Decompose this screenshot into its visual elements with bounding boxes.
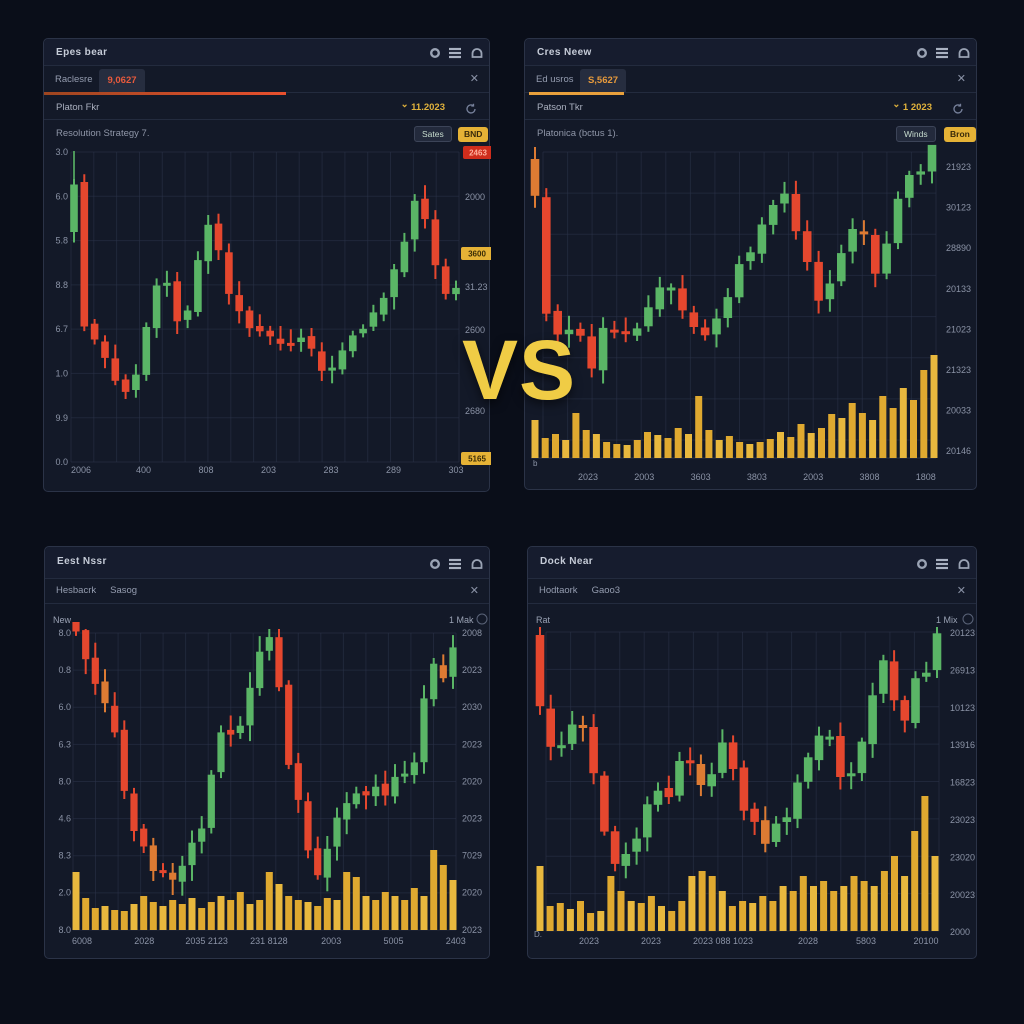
svg-text:20123: 20123 [950, 628, 975, 638]
svg-text:289: 289 [386, 465, 401, 475]
svg-text:23020: 23020 [950, 852, 975, 862]
svg-text:2000: 2000 [465, 192, 485, 202]
svg-text:20100: 20100 [913, 936, 938, 946]
svg-text:30123: 30123 [946, 203, 971, 213]
svg-text:20146: 20146 [946, 446, 971, 456]
svg-text:8.0: 8.0 [58, 776, 71, 786]
svg-text:26913: 26913 [950, 665, 975, 675]
svg-text:3603: 3603 [691, 472, 711, 482]
svg-text:3808: 3808 [859, 472, 879, 482]
svg-text:2023: 2023 [462, 739, 482, 749]
svg-text:D.: D. [534, 930, 542, 939]
svg-text:2023: 2023 [579, 936, 599, 946]
svg-text:9.9: 9.9 [55, 413, 68, 423]
svg-text:21323: 21323 [946, 365, 971, 375]
svg-text:8.0: 8.0 [58, 628, 71, 638]
svg-text:20023: 20023 [950, 890, 975, 900]
svg-text:2006: 2006 [71, 465, 91, 475]
svg-text:3.0: 3.0 [55, 147, 68, 157]
svg-text:10123: 10123 [950, 703, 975, 713]
svg-text:5165: 5165 [468, 454, 486, 463]
svg-text:28890: 28890 [946, 243, 971, 253]
svg-text:6.0: 6.0 [58, 702, 71, 712]
svg-text:2463: 2463 [469, 148, 487, 157]
svg-text:New: New [53, 615, 72, 625]
svg-text:4.6: 4.6 [58, 814, 71, 824]
svg-text:5005: 5005 [383, 936, 403, 946]
svg-text:1808: 1808 [916, 472, 936, 482]
svg-text:1.0: 1.0 [55, 369, 68, 379]
svg-text:6.3: 6.3 [58, 739, 71, 749]
svg-text:8.0: 8.0 [58, 925, 71, 935]
svg-text:6.7: 6.7 [55, 324, 68, 334]
svg-text:6008: 6008 [72, 936, 92, 946]
svg-text:31.23: 31.23 [465, 282, 488, 292]
svg-text:2003: 2003 [634, 472, 654, 482]
svg-text:2030: 2030 [462, 702, 482, 712]
svg-text:8.3: 8.3 [58, 851, 71, 861]
svg-text:808: 808 [198, 465, 213, 475]
svg-text:283: 283 [323, 465, 338, 475]
svg-text:2008: 2008 [462, 628, 482, 638]
svg-text:13916: 13916 [950, 740, 975, 750]
svg-text:6.0: 6.0 [55, 191, 68, 201]
svg-text:2020: 2020 [462, 888, 482, 898]
svg-text:2000: 2000 [950, 927, 970, 937]
svg-text:2020: 2020 [462, 776, 482, 786]
svg-text:8.8: 8.8 [55, 280, 68, 290]
svg-text:2028: 2028 [134, 936, 154, 946]
svg-text:2035 2123: 2035 2123 [185, 936, 228, 946]
svg-text:Rat: Rat [536, 615, 551, 625]
svg-text:20033: 20033 [946, 406, 971, 416]
svg-text:2600: 2600 [465, 325, 485, 335]
svg-text:21923: 21923 [946, 162, 971, 172]
svg-text:2003: 2003 [803, 472, 823, 482]
svg-text:b: b [533, 459, 538, 468]
svg-text:1 Mak: 1 Mak [449, 615, 474, 625]
svg-text:2023 088 1023: 2023 088 1023 [693, 936, 753, 946]
svg-text:2.0: 2.0 [58, 888, 71, 898]
svg-text:303: 303 [448, 465, 463, 475]
svg-text:0.8: 0.8 [58, 665, 71, 675]
svg-text:400: 400 [136, 465, 151, 475]
svg-text:3803: 3803 [747, 472, 767, 482]
svg-text:20133: 20133 [946, 284, 971, 294]
svg-text:3600: 3600 [468, 249, 486, 258]
svg-text:2023: 2023 [462, 814, 482, 824]
svg-text:2023: 2023 [462, 665, 482, 675]
svg-text:2003: 2003 [321, 936, 341, 946]
svg-text:1 Mix: 1 Mix [936, 615, 958, 625]
svg-text:16823: 16823 [950, 778, 975, 788]
svg-text:5.8: 5.8 [55, 236, 68, 246]
svg-text:203: 203 [261, 465, 276, 475]
svg-text:231 8128: 231 8128 [250, 936, 288, 946]
svg-text:23023: 23023 [950, 815, 975, 825]
svg-text:2023: 2023 [578, 472, 598, 482]
svg-text:21023: 21023 [946, 324, 971, 334]
svg-text:0.0: 0.0 [55, 457, 68, 467]
svg-text:2023: 2023 [462, 925, 482, 935]
svg-text:2028: 2028 [798, 936, 818, 946]
svg-text:2023: 2023 [641, 936, 661, 946]
svg-text:7029: 7029 [462, 851, 482, 861]
svg-text:2680: 2680 [465, 406, 485, 416]
svg-text:5803: 5803 [856, 936, 876, 946]
svg-text:2403: 2403 [446, 936, 466, 946]
